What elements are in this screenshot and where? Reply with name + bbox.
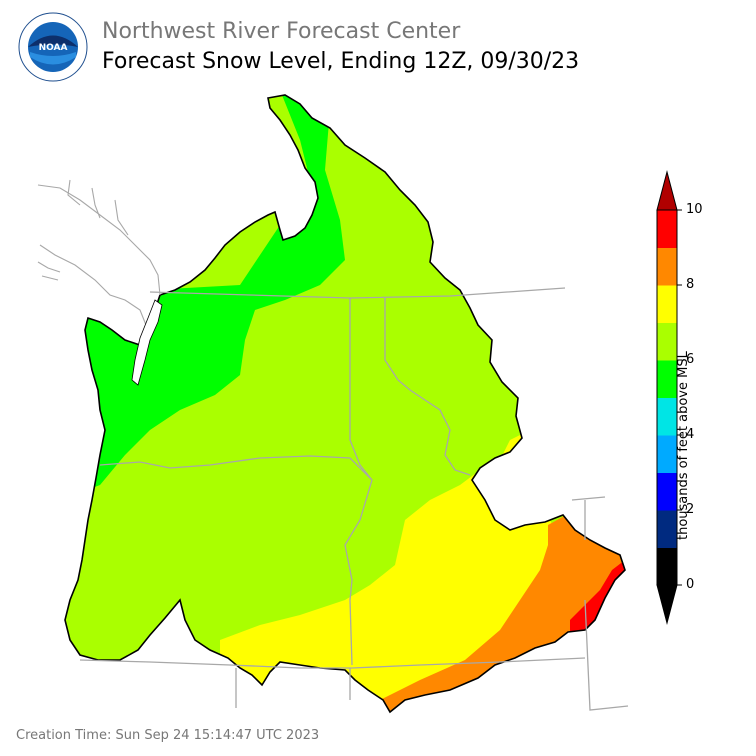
colorbar-band bbox=[657, 322, 677, 361]
colorbar-band bbox=[657, 435, 677, 473]
noaa-logo: NOAA bbox=[18, 12, 88, 82]
colorbar-band bbox=[657, 210, 677, 248]
coastline bbox=[37, 179, 161, 331]
wy-border bbox=[571, 496, 629, 711]
colorbar-tick-label: 10 bbox=[686, 202, 703, 217]
wa-id-or-id-border bbox=[344, 298, 373, 666]
colorbar-tick-label: 8 bbox=[686, 277, 695, 292]
colorbar-tick-label: 2 bbox=[686, 502, 695, 517]
colorbar bbox=[656, 170, 682, 625]
colorbar-band bbox=[657, 547, 677, 586]
logo-text: NOAA bbox=[39, 43, 68, 53]
colorbar-over-arrow bbox=[656, 170, 678, 211]
wa-or-border bbox=[99, 455, 373, 481]
colorbar-band bbox=[657, 360, 677, 398]
or-nv-border bbox=[79, 657, 586, 669]
zone-6-7k bbox=[65, 95, 345, 500]
colorbar-under-arrow bbox=[656, 584, 678, 625]
colorbar-tick-label: 6 bbox=[686, 352, 695, 367]
ca-nv-border bbox=[235, 668, 351, 708]
creation-time: Creation Time: Sun Sep 24 15:14:47 UTC 2… bbox=[16, 728, 320, 743]
colorbar-band bbox=[657, 510, 677, 548]
org-title: Northwest River Forecast Center bbox=[102, 19, 461, 44]
colorbar-tick-label: 4 bbox=[686, 427, 695, 442]
map-title: Forecast Snow Level, Ending 12Z, 09/30/2… bbox=[102, 49, 580, 74]
colorbar-band bbox=[657, 247, 677, 286]
state-boundaries bbox=[79, 287, 629, 711]
colorbar-band bbox=[657, 397, 677, 436]
colorbar-tick-label: 0 bbox=[686, 577, 695, 592]
colorbar-band bbox=[657, 472, 677, 511]
puget-sound bbox=[131, 299, 163, 386]
colorbar-outline bbox=[656, 209, 678, 586]
colorbar-band bbox=[657, 285, 677, 323]
id-mt-border bbox=[384, 298, 471, 476]
